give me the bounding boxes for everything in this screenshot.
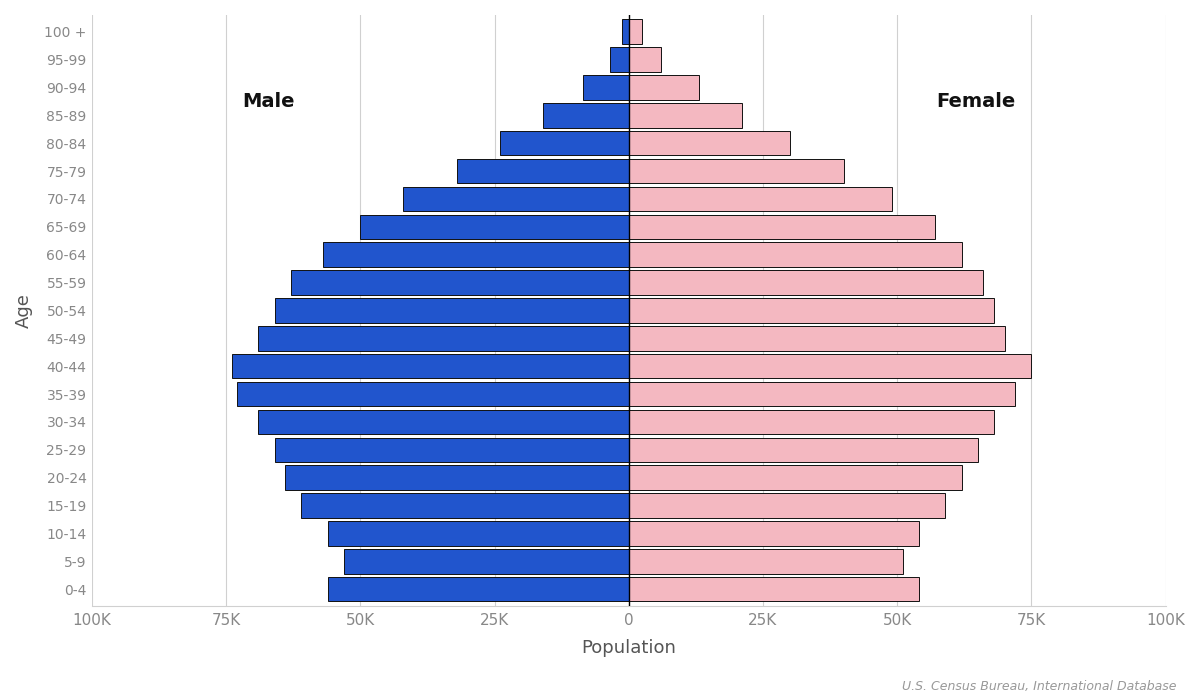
Bar [629,577,919,601]
Bar [629,75,698,99]
Bar [583,75,629,99]
Text: Female: Female [936,92,1015,111]
Bar [629,103,742,127]
Bar [629,20,642,44]
Bar [344,549,629,573]
Bar [258,326,629,351]
Bar [629,410,994,434]
Bar [629,48,661,72]
Bar [629,187,892,211]
Bar [629,354,1031,379]
Bar [629,438,978,462]
Bar [629,242,961,267]
Bar [323,242,629,267]
Text: Male: Male [242,92,295,111]
Bar [629,522,919,546]
Bar [629,215,935,239]
Bar [542,103,629,127]
Bar [629,298,994,323]
Bar [232,354,629,379]
Bar [629,494,946,518]
Bar [629,549,902,573]
Bar [629,159,844,183]
Bar [629,466,961,490]
Bar [629,131,790,155]
Bar [329,577,629,601]
Bar [301,494,629,518]
Bar [275,438,629,462]
Bar [629,382,1015,407]
X-axis label: Population: Population [581,639,677,657]
Bar [500,131,629,155]
Bar [275,298,629,323]
Bar [236,382,629,407]
Bar [623,20,629,44]
Bar [286,466,629,490]
Bar [610,48,629,72]
Bar [360,215,629,239]
Y-axis label: Age: Age [14,293,32,328]
Bar [290,270,629,295]
Text: U.S. Census Bureau, International Database: U.S. Census Bureau, International Databa… [901,680,1176,693]
Bar [329,522,629,546]
Bar [457,159,629,183]
Bar [258,410,629,434]
Bar [629,326,1004,351]
Bar [403,187,629,211]
Bar [629,270,983,295]
